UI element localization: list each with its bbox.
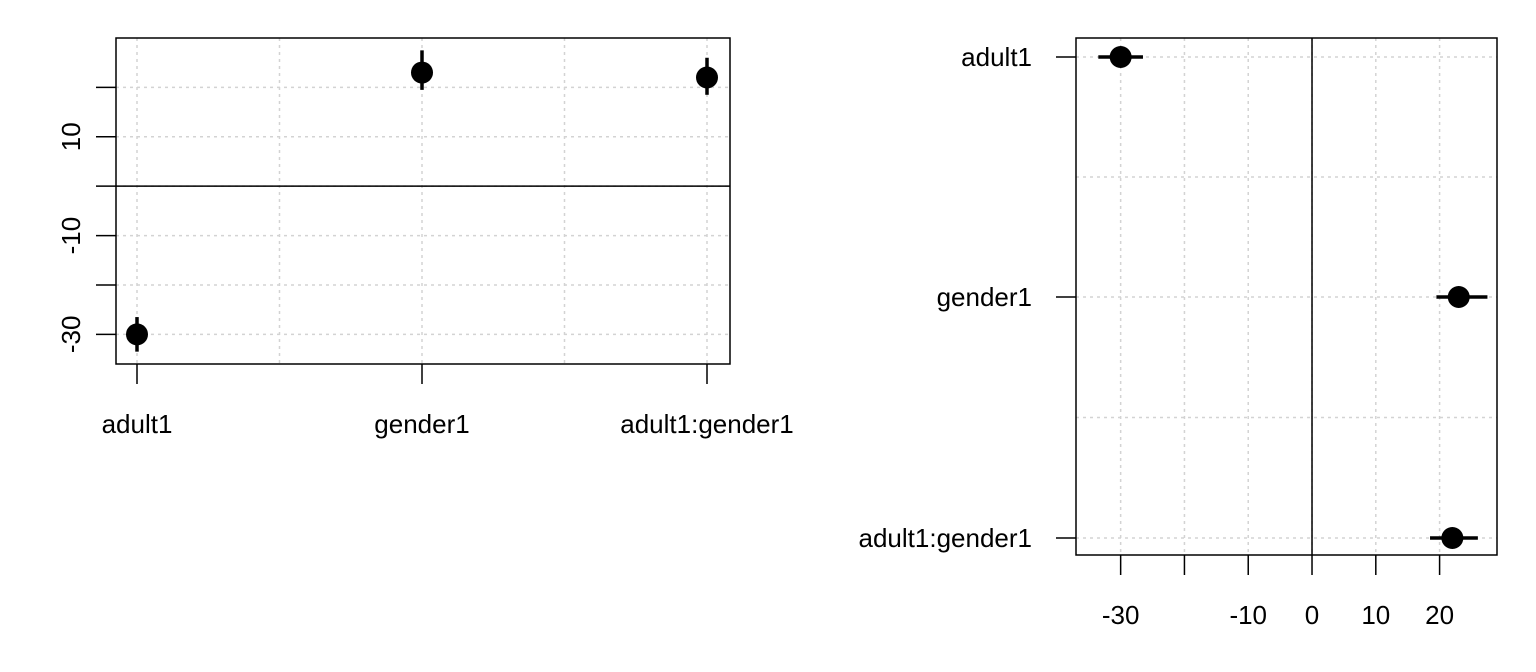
point-estimate [411, 61, 433, 84]
y-tick-label: -30 [56, 316, 86, 354]
x-tick-label: 0 [1305, 600, 1319, 630]
y-tick-label: gender1 [937, 282, 1032, 312]
x-tick-label: -30 [1102, 600, 1140, 630]
y-tick-label: adult1:gender1 [859, 523, 1032, 553]
x-tick-label: 20 [1425, 600, 1454, 630]
x-tick-label: gender1 [374, 409, 469, 439]
point-estimate [126, 323, 148, 346]
x-tick-label: 10 [1361, 600, 1390, 630]
y-tick-label: -10 [56, 217, 86, 255]
plot-frame [115, 37, 731, 365]
point-estimate [696, 66, 718, 89]
x-tick-label: -10 [1229, 600, 1267, 630]
x-tick-label: adult1:gender1 [620, 409, 793, 439]
y-tick-label: adult1 [961, 42, 1032, 72]
point-estimate [1447, 286, 1470, 308]
y-tick-label: 10 [56, 122, 86, 151]
x-tick-label: adult1 [102, 409, 173, 439]
point-estimate [1441, 527, 1464, 549]
point-estimate [1109, 46, 1132, 68]
